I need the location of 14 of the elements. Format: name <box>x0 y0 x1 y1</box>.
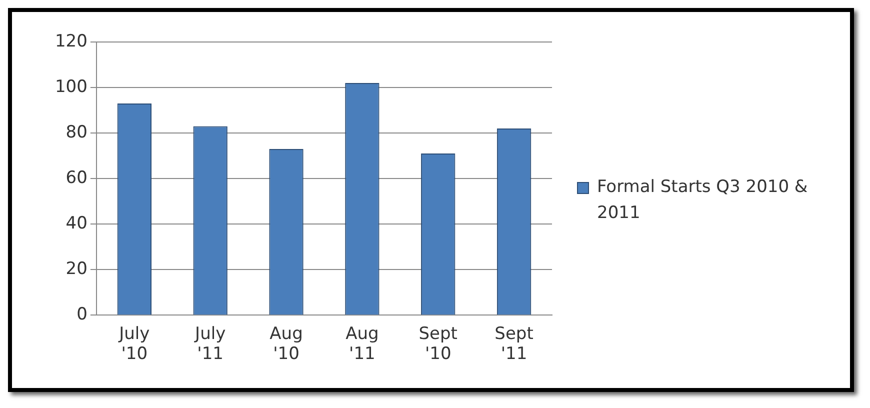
x-tick-label: July '11 <box>194 324 226 364</box>
x-tick-label: Aug '10 <box>270 324 303 364</box>
y-tick-label: 80 <box>66 122 88 142</box>
x-tick-label: Sept '10 <box>418 324 458 364</box>
y-tick-label: 40 <box>66 214 88 234</box>
y-tick-label: 20 <box>66 259 88 280</box>
y-tick-label: 60 <box>66 168 88 188</box>
y-tick-label: 0 <box>76 304 88 325</box>
y-tick-label: 100 <box>54 76 88 97</box>
x-tick-label: July '10 <box>118 324 150 364</box>
legend-label: Formal Starts Q3 2010 & 2011 <box>597 176 809 225</box>
x-tick-label: Sept '11 <box>494 324 534 364</box>
y-tick-label: 120 <box>54 31 88 52</box>
x-tick-label: Aug '11 <box>346 324 379 364</box>
